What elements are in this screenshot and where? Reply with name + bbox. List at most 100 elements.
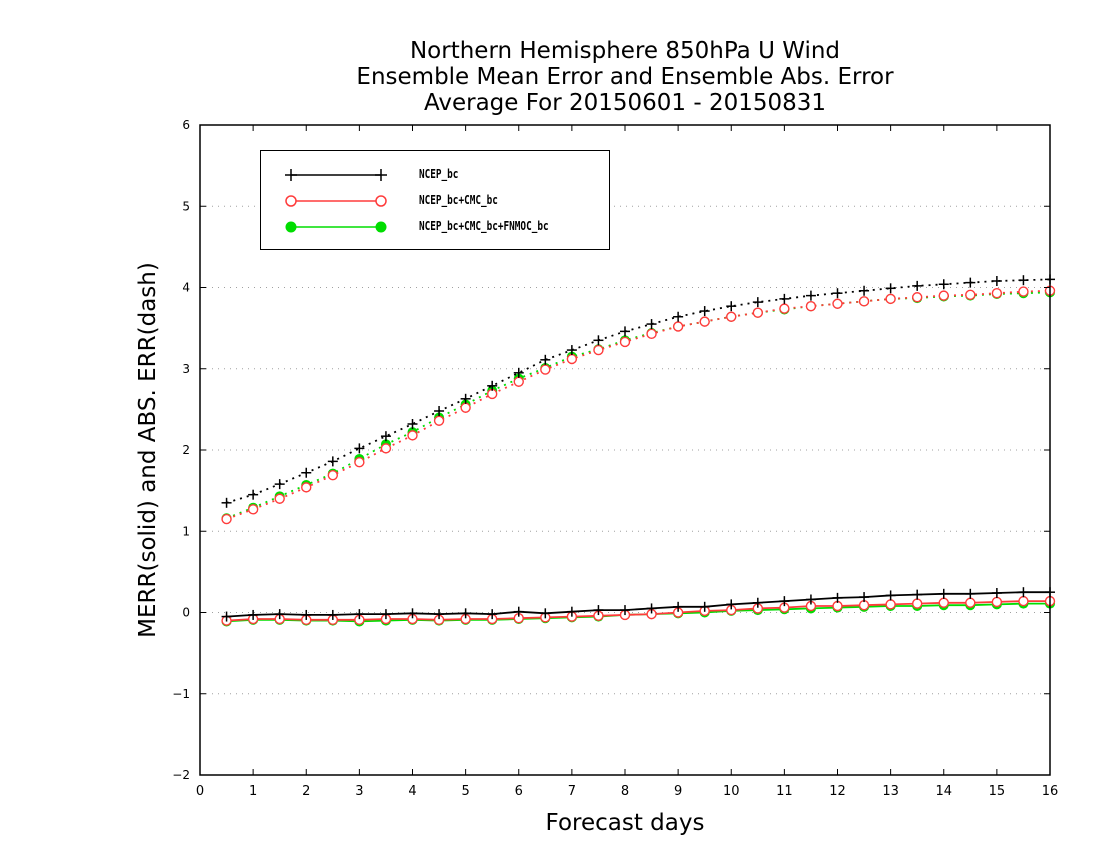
- series-1-merr-point-27: [938, 597, 949, 608]
- series-1-abs-err-point-12: [540, 364, 551, 375]
- series-0-abs-err-point-24: [859, 285, 870, 296]
- series-1-merr-point-25: [885, 599, 896, 610]
- legend-label-ncep-cmc-fnmoc: NCEP_bc+CMC_bc+FNMOC_bc: [419, 219, 549, 233]
- series-1-abs-err-point-3: [301, 482, 312, 493]
- y-tick-label-2: 2: [182, 443, 190, 457]
- series-0-merr-point-25: [885, 590, 896, 601]
- series-0-abs-err-point-0: [221, 497, 232, 508]
- x-tick-label-15: 15: [989, 784, 1006, 799]
- series-0-abs-err-line: [226, 278, 1051, 504]
- x-tick-label-0: 0: [196, 784, 204, 799]
- series-0-merr-point-20: [752, 597, 763, 608]
- series-0-merr-point-4: [327, 609, 338, 620]
- series-0-merr-point-23: [832, 592, 843, 603]
- series-1-abs-err-point-13: [566, 353, 578, 365]
- x-tick-label-12: 12: [829, 784, 846, 799]
- series-1-abs-err-point-15: [619, 336, 631, 348]
- legend-item-ncep-cmc-fnmoc: NCEP_bc+CMC_bc+FNMOC_bc: [261, 215, 609, 239]
- legend-swatch-ncep-bc: [285, 169, 387, 181]
- series-1-abs-err-point-18: [699, 316, 710, 327]
- series-0-abs-err-point-21: [779, 293, 790, 304]
- series-1-abs-err-point-22: [805, 300, 817, 312]
- series-1-merr-point-29: [991, 596, 1003, 608]
- x-tick-label-9: 9: [674, 784, 682, 799]
- y-tick-label-5: 5: [182, 199, 190, 213]
- series-1-merr-point-28: [965, 597, 976, 608]
- series-1-abs-err-point-5: [354, 456, 365, 468]
- legend-label-ncep-bc: NCEP_bc: [419, 167, 459, 181]
- series-0-abs-err-point-2: [274, 479, 285, 490]
- series-1-abs-err-point-29: [991, 287, 1003, 299]
- series-0-merr-point-0: [221, 611, 232, 622]
- x-tick-label-14: 14: [935, 784, 952, 799]
- series-1-abs-err-point-23: [832, 298, 843, 309]
- series-0-abs-err-point-7: [407, 419, 418, 429]
- series-0-merr-point-26: [912, 589, 923, 600]
- series-0-merr-point-7: [407, 608, 418, 619]
- series-1-abs-err-point-27: [938, 290, 949, 301]
- x-tick-label-16: 16: [1042, 784, 1059, 799]
- x-tick-label-1: 1: [249, 784, 257, 799]
- series-1-abs-err-point-21: [779, 303, 790, 314]
- legend-swatch-ncep-cmc: [285, 195, 387, 207]
- x-tick-label-2: 2: [302, 784, 310, 799]
- series-1-abs-err-point-8: [433, 415, 445, 426]
- series-2-abs-err-line: [226, 291, 1051, 520]
- series-0-merr-point-10: [487, 609, 498, 620]
- x-tick-label-6: 6: [515, 784, 523, 799]
- series-0-merr-point-17: [673, 601, 684, 612]
- x-tick-label-8: 8: [621, 784, 629, 799]
- series-0-abs-err-point-13: [566, 345, 577, 356]
- chart-title-line-1: Northern Hemisphere 850hPa U Wind: [409, 38, 841, 64]
- series-1-abs-err-point-19: [726, 311, 737, 322]
- series-0-abs-err-point-6: [380, 431, 391, 442]
- series-1-abs-err-point-16: [646, 328, 657, 340]
- series-0-abs-err-point-23: [832, 288, 843, 299]
- y-tick-label--1: −1: [172, 687, 190, 701]
- series-1: [221, 285, 1056, 626]
- series-0-abs-err-point-1: [248, 489, 259, 500]
- series-0-merr-point-16: [646, 603, 657, 614]
- series-0-abs-err-point-5: [354, 443, 365, 454]
- series-1-abs-err-point-7: [407, 430, 418, 441]
- series-1-abs-err-point-24: [858, 296, 870, 307]
- series-1-abs-err-point-4: [327, 469, 339, 481]
- series-0-merr-point-15: [620, 605, 630, 616]
- series-1-abs-err-point-6: [380, 443, 392, 454]
- series-1-abs-err-point-26: [911, 292, 923, 303]
- series-0-merr-point-29: [991, 588, 1002, 598]
- series-0-merr-point-14: [593, 605, 604, 616]
- x-tick-label-7: 7: [568, 784, 576, 799]
- legend: NCEP_bc NCEP_bc+CMC_bc NCEP_bc+CMC_bc+FN…: [260, 150, 610, 250]
- series-layer: [221, 274, 1056, 627]
- series-1-abs-err-point-1: [247, 504, 259, 515]
- legend-label-ncep-cmc: NCEP_bc+CMC_bc: [419, 193, 498, 207]
- series-0-abs-err-point-3: [301, 467, 312, 478]
- y-tick-label-1: 1: [182, 524, 190, 538]
- series-0-merr-point-27: [938, 588, 949, 599]
- series-1-merr-line: [226, 600, 1050, 622]
- series-0-merr-point-8: [434, 609, 445, 620]
- series-0-merr-point-2: [274, 609, 285, 620]
- series-0-abs-err-point-11: [513, 367, 524, 378]
- series-0-abs-err-point-30: [1018, 275, 1029, 286]
- y-tick-label--2: −2: [172, 768, 190, 782]
- series-0: [221, 274, 1055, 622]
- series-0-abs-err-point-8: [434, 406, 445, 416]
- series-1-abs-err-point-17: [672, 321, 684, 332]
- series-0-abs-err-point-20: [752, 297, 763, 308]
- series-0-abs-err-point-26: [912, 280, 923, 291]
- x-tick-label-3: 3: [355, 784, 363, 799]
- series-0-merr-point-6: [380, 609, 391, 620]
- series-0-abs-err-point-12: [540, 354, 551, 365]
- series-0-abs-err-point-22: [805, 290, 816, 301]
- series-1-abs-err-point-25: [885, 293, 896, 305]
- series-1-abs-err-point-28: [965, 289, 976, 301]
- series-1-abs-err-point-30: [1018, 286, 1029, 297]
- y-tick-label-0: 0: [182, 606, 190, 620]
- series-0-merr-point-9: [460, 608, 471, 619]
- series-0-merr-point-22: [805, 594, 816, 605]
- legend-swatch-ncep-cmc-fnmoc: [285, 221, 387, 233]
